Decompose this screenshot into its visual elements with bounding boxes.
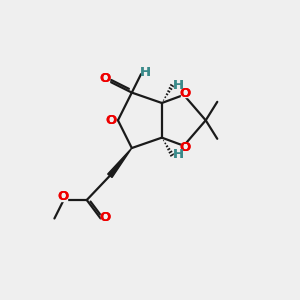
- Polygon shape: [108, 148, 132, 178]
- Text: O: O: [179, 141, 191, 154]
- Bar: [107, 116, 115, 124]
- Bar: [101, 75, 109, 83]
- Text: O: O: [100, 72, 111, 85]
- Text: H: H: [172, 148, 184, 161]
- Bar: [101, 213, 109, 221]
- Text: H: H: [140, 67, 151, 80]
- Text: H: H: [172, 79, 184, 92]
- Bar: [181, 143, 189, 152]
- Bar: [174, 82, 182, 90]
- Text: H: H: [140, 67, 151, 80]
- Bar: [58, 193, 67, 201]
- Text: O: O: [179, 87, 191, 100]
- Bar: [181, 89, 189, 97]
- Text: O: O: [105, 114, 117, 127]
- Text: O: O: [57, 190, 68, 203]
- Text: O: O: [105, 114, 117, 127]
- Bar: [174, 151, 182, 159]
- Text: H: H: [172, 148, 184, 161]
- Text: O: O: [100, 211, 111, 224]
- Text: O: O: [179, 87, 191, 100]
- Text: O: O: [100, 211, 111, 224]
- Text: H: H: [172, 79, 184, 92]
- Text: O: O: [57, 190, 68, 203]
- Bar: [142, 69, 150, 77]
- Text: O: O: [179, 141, 191, 154]
- Text: O: O: [100, 72, 111, 85]
